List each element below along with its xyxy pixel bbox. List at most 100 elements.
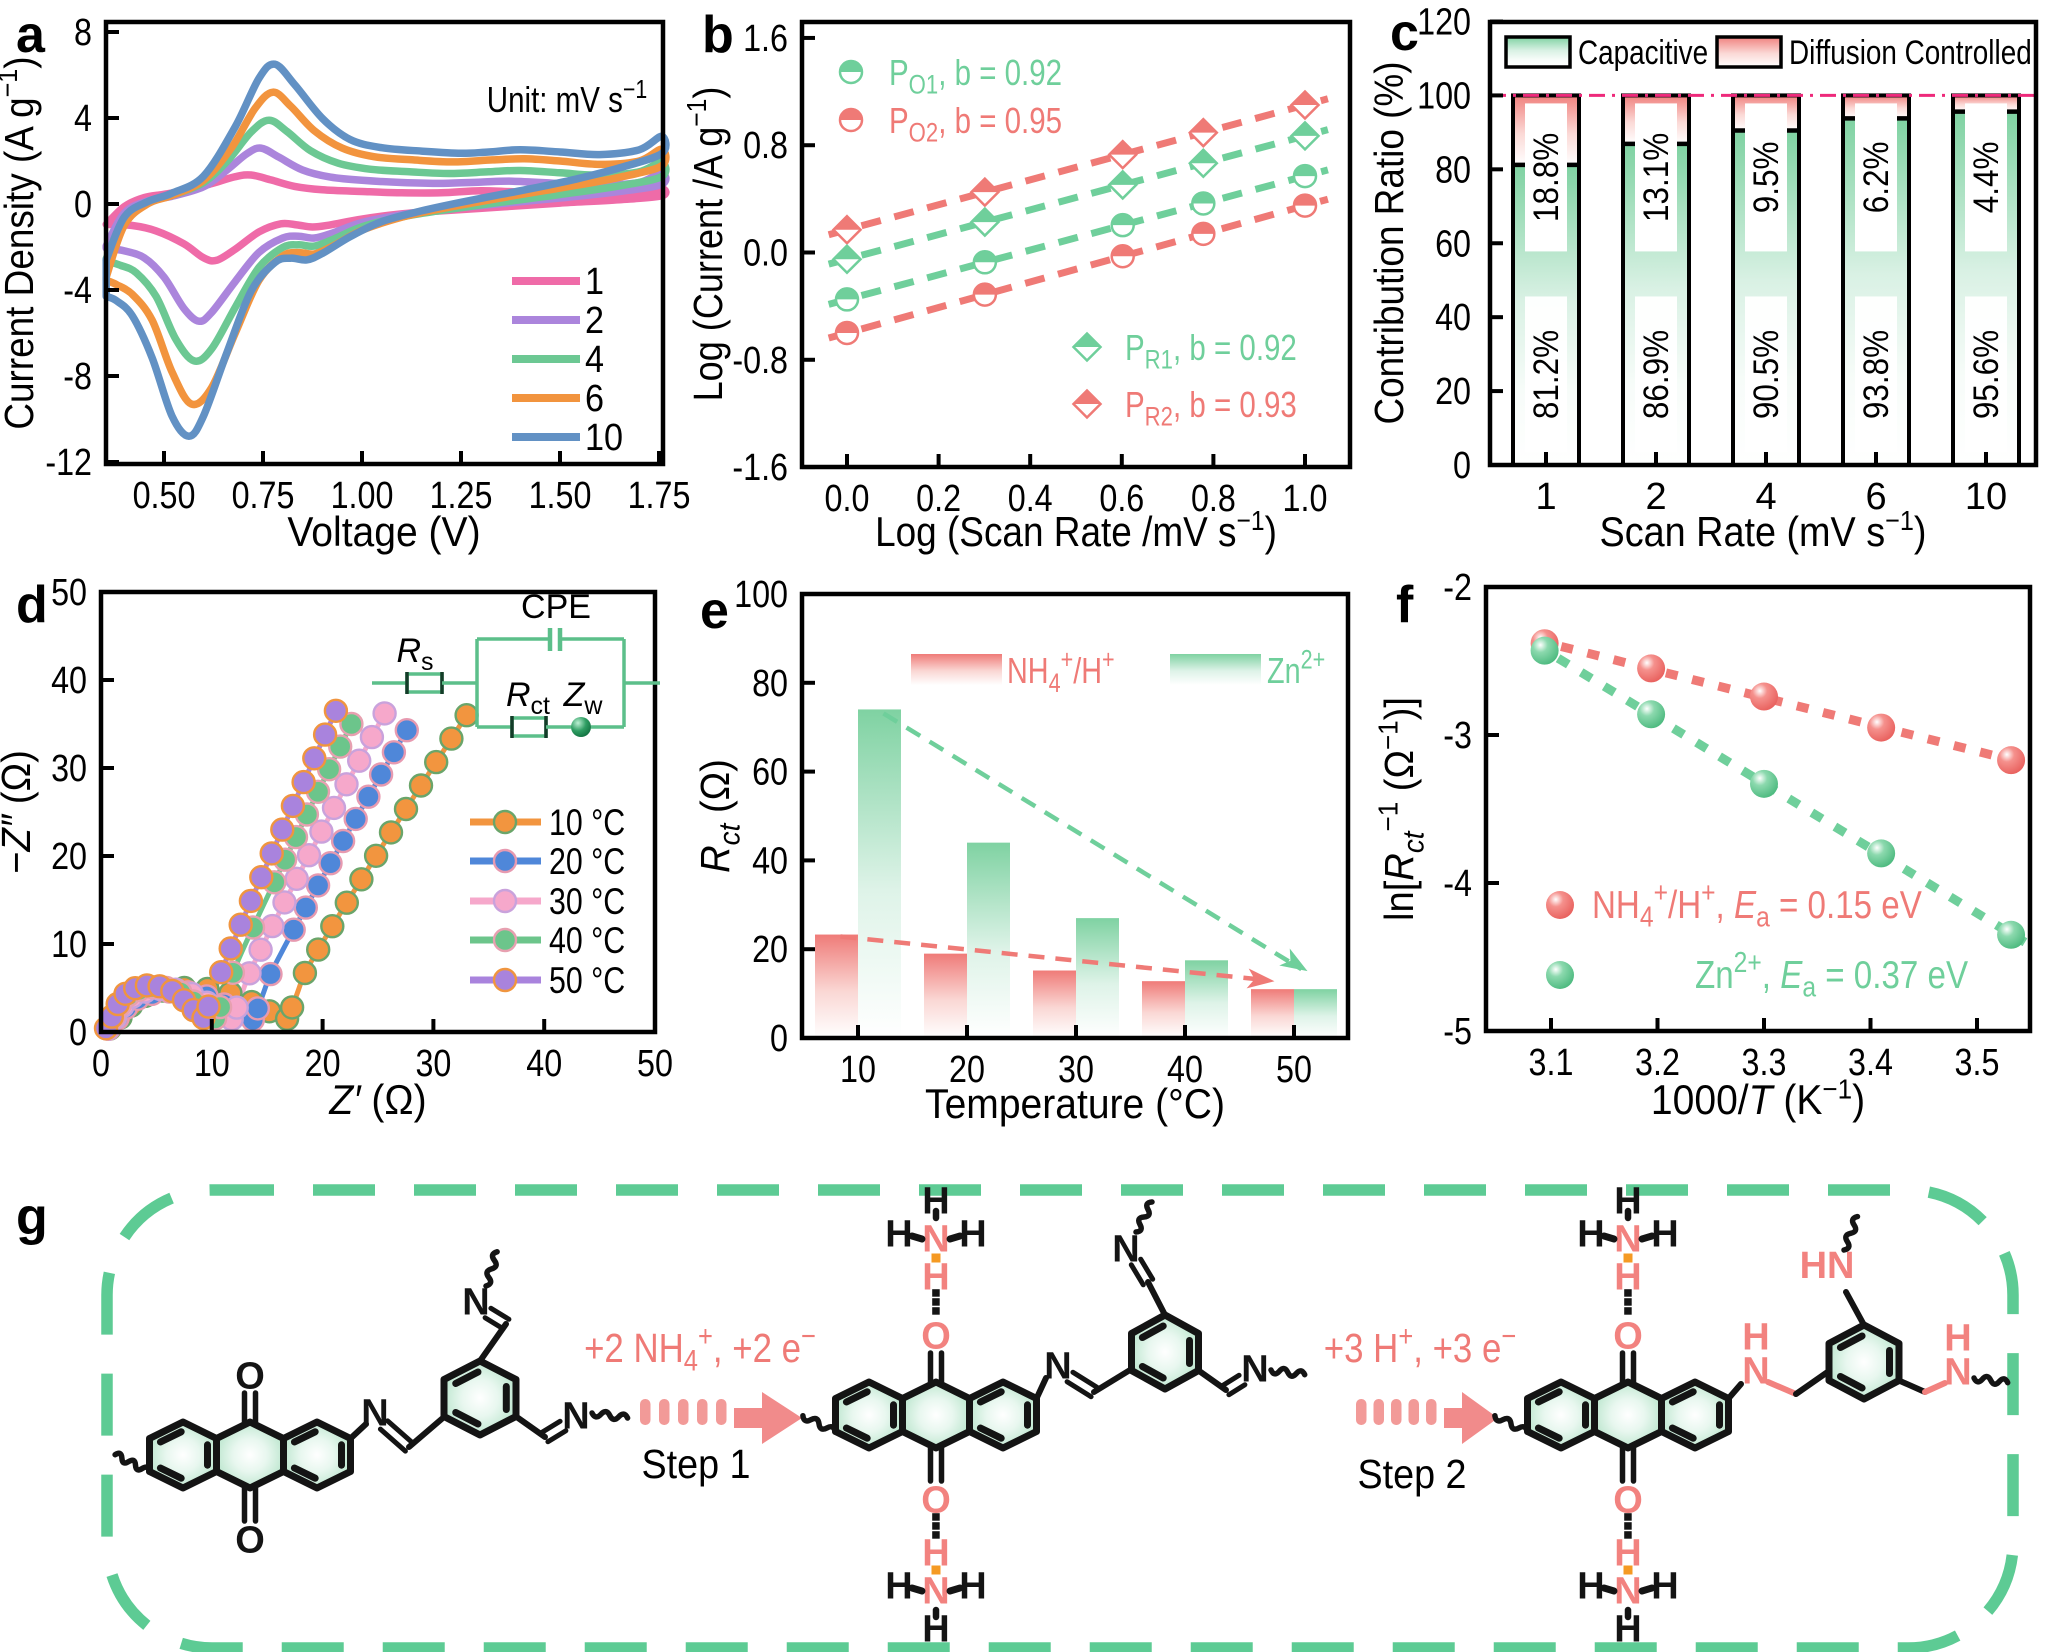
svg-text:30: 30 [51,748,87,790]
svg-text:Scan Rate (mV s−1): Scan Rate (mV s−1) [1600,505,1927,555]
svg-text:13.1%: 13.1% [1638,133,1677,222]
svg-text:-1.6: -1.6 [732,447,788,489]
svg-text:Voltage (V): Voltage (V) [287,508,480,556]
svg-text:10: 10 [51,924,87,966]
svg-text:10 °C: 10 °C [549,802,625,844]
svg-text:9.5%: 9.5% [1748,142,1787,214]
svg-text:H: H [1742,1316,1769,1358]
svg-text:40 °C: 40 °C [549,920,625,962]
svg-text:-4: -4 [1443,863,1472,905]
svg-text:40: 40 [1435,297,1471,339]
svg-text:120: 120 [1417,1,1471,43]
svg-text:3.1: 3.1 [1529,1042,1574,1084]
svg-text:N: N [562,1395,589,1437]
svg-text:0.2: 0.2 [916,478,961,520]
svg-text:H: H [922,1608,949,1650]
svg-text:0.0: 0.0 [825,478,870,520]
svg-text:20: 20 [1435,371,1471,413]
svg-text:40: 40 [752,840,788,882]
svg-text:0.50: 0.50 [133,475,196,517]
svg-text:H: H [885,1565,912,1607]
svg-text:20 °C: 20 °C [549,841,625,883]
svg-text:O: O [921,1315,951,1357]
svg-text:0: 0 [1453,445,1471,487]
svg-text:1.0: 1.0 [1283,478,1328,520]
svg-text:0.6: 0.6 [1099,478,1144,520]
svg-text:-5: -5 [1443,1011,1472,1053]
svg-text:100: 100 [1417,75,1471,117]
svg-text:H: H [922,1256,949,1298]
svg-text:0.4: 0.4 [1008,478,1053,520]
svg-text:-3: -3 [1443,715,1472,757]
svg-text:40: 40 [526,1043,562,1085]
svg-text:Rs: Rs [396,632,433,676]
svg-text:18.8%: 18.8% [1528,133,1567,222]
svg-text:0.8: 0.8 [1191,478,1236,520]
svg-text:Temperature (°C): Temperature (°C) [925,1080,1225,1128]
svg-text:1: 1 [585,259,604,302]
svg-text:100: 100 [734,574,788,616]
svg-text:0: 0 [74,184,92,226]
svg-text:H: H [885,1213,912,1255]
svg-text:Step 1: Step 1 [641,1442,750,1488]
svg-text:Diffusion Controlled: Diffusion Controlled [1789,33,2032,71]
svg-text:3.3: 3.3 [1742,1042,1787,1084]
svg-text:N: N [1614,1570,1641,1612]
svg-text:20: 20 [949,1049,985,1091]
svg-text:H: H [922,1180,949,1222]
svg-text:4: 4 [74,98,92,140]
svg-text:H: H [1614,1180,1641,1222]
svg-text:H: H [1944,1317,1971,1359]
svg-text:Contribution Ratio (%): Contribution Ratio (%) [1367,62,1412,425]
svg-text:1.50: 1.50 [529,475,592,517]
svg-text:2: 2 [1645,476,1666,518]
svg-text:-4: -4 [63,270,92,312]
svg-text:4: 4 [1755,476,1776,518]
svg-text:H: H [959,1565,986,1607]
svg-text:10: 10 [840,1049,876,1091]
svg-text:10: 10 [585,415,623,458]
svg-text:3.5: 3.5 [1955,1042,2000,1084]
svg-text:+3 H+, +3 e−: +3 H+, +3 e− [1324,1318,1516,1371]
svg-text:H: H [1651,1213,1678,1255]
svg-text:8: 8 [74,12,92,54]
svg-text:e: e [700,582,729,640]
svg-text:0: 0 [770,1018,788,1060]
svg-text:0.0: 0.0 [743,232,788,274]
svg-text:30: 30 [1058,1049,1094,1091]
svg-text:N: N [361,1392,388,1434]
svg-text:40: 40 [51,660,87,702]
svg-text:80: 80 [1435,149,1471,191]
svg-text:50: 50 [1276,1049,1312,1091]
svg-text:60: 60 [1435,223,1471,265]
svg-text:93.8%: 93.8% [1858,330,1897,419]
svg-text:20: 20 [752,929,788,971]
svg-text:20: 20 [51,836,87,878]
svg-text:6: 6 [1865,476,1886,518]
svg-text:N: N [1614,1218,1641,1260]
svg-text:80: 80 [752,662,788,704]
svg-text:0.8: 0.8 [743,125,788,167]
svg-text:-0.8: -0.8 [732,339,788,381]
svg-text:20: 20 [305,1043,341,1085]
svg-text:CPE: CPE [521,588,591,626]
svg-text:O: O [235,1519,265,1561]
svg-text:Rct: Rct [506,676,550,720]
svg-text:81.2%: 81.2% [1528,330,1567,419]
svg-text:d: d [16,576,48,634]
svg-text:50: 50 [51,572,87,614]
svg-text:-2: -2 [1443,567,1472,609]
svg-text:50 °C: 50 °C [549,960,625,1002]
svg-text:Log (Scan Rate /mV s−1): Log (Scan Rate /mV s−1) [875,505,1277,556]
svg-text:N: N [1742,1350,1769,1392]
svg-text:c: c [1390,4,1419,62]
svg-text:−Z″ (Ω): −Z″ (Ω) [0,750,39,874]
svg-text:3.2: 3.2 [1635,1042,1680,1084]
svg-text:50: 50 [637,1043,673,1085]
svg-text:-8: -8 [63,356,92,398]
svg-text:N: N [1241,1348,1268,1390]
svg-text:0.75: 0.75 [232,475,295,517]
svg-text:N: N [1112,1228,1139,1270]
svg-text:N: N [922,1570,949,1612]
svg-text:Log (Current /A g−1): Log (Current /A g−1) [681,87,732,402]
